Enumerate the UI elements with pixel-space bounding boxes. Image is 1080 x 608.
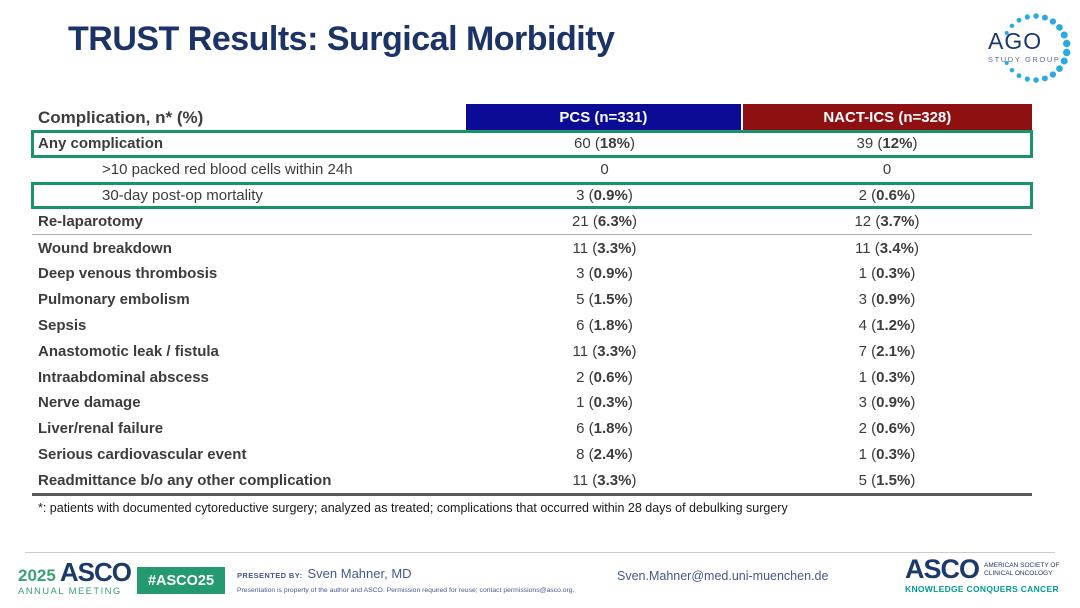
asco-2025-annual-meeting-logo: 2025 ASCO ANNUAL MEETING: [18, 557, 132, 597]
asco-logo-name: ASCO: [905, 554, 980, 584]
asco-society-text: AMERICAN SOCIETY OF CLINICAL ONCOLOGY: [984, 562, 1059, 578]
row-pcs-value: 1 (0.3%): [576, 394, 633, 412]
ago-logo-name: AGO: [988, 28, 1043, 54]
table-row: Serious cardiovascular event 8 (2.4%) 1 …: [32, 442, 1032, 468]
row-nact-value: 1 (0.3%): [858, 445, 916, 463]
asco-society-line1: AMERICAN SOCIETY OF: [984, 562, 1060, 569]
page-title: TRUST Results: Surgical Morbidity: [68, 20, 615, 58]
row-label: Any complication: [38, 135, 164, 153]
row-label: Pulmonary embolism: [38, 291, 190, 309]
row-nact-value: 1 (0.3%): [858, 265, 916, 283]
row-pcs-value: 3 (0.9%): [576, 265, 633, 283]
row-nact-value: 2 (0.6%): [858, 186, 916, 204]
row-label: Serious cardiovascular event: [38, 445, 247, 463]
row-label: Anastomotic leak / fistula: [38, 342, 219, 360]
row-nact-value: 5 (1.5%): [858, 471, 916, 489]
table-row: Sepsis 6 (1.8%) 4 (1.2%): [32, 313, 1032, 339]
permission-text: Presentation is property of the author a…: [237, 587, 575, 594]
ago-logo-subtitle: STUDY GROUP: [988, 55, 1061, 64]
asco-society-line2: CLINICAL ONCOLOGY: [984, 569, 1053, 577]
table-row: >10 packed red blood cells within 24h 0 …: [32, 157, 1032, 183]
ago-dot-ring-icon: [1004, 13, 1071, 83]
row-label: Readmittance b/o any other complication: [38, 471, 332, 489]
row-nact-value: 7 (2.1%): [858, 342, 916, 360]
ago-logo-text: AGO STUDY GROUP: [988, 30, 1060, 64]
footer-divider: [25, 552, 1055, 553]
row-pcs-value: 11 (3.3%): [572, 342, 637, 360]
table-row: Readmittance b/o any other complication …: [32, 467, 1032, 493]
hashtag-badge: #ASCO25: [137, 567, 225, 594]
table-row: Any complication 60 (18%) 39 (12%): [31, 130, 1033, 158]
row-nact-value: 0: [882, 161, 892, 179]
presented-by-block: PRESENTED BY: Sven Mahner, MD Presentati…: [237, 567, 574, 595]
table-row: 30-day post-op mortality 3 (0.9%) 2 (0.6…: [31, 181, 1033, 210]
row-pcs-value: 6 (1.8%): [576, 316, 633, 334]
row-pcs-value: 11 (3.3%): [572, 471, 637, 489]
row-nact-value: 12 (3.7%): [854, 212, 920, 230]
meeting-year: 2025: [18, 566, 56, 585]
table-row: Nerve damage 1 (0.3%) 3 (0.9%): [32, 390, 1032, 416]
row-label: Nerve damage: [38, 394, 141, 412]
row-pcs-value: 60 (18%): [574, 135, 635, 153]
row-label: Intraabdominal abscess: [38, 368, 209, 386]
header-complication-label: Complication, n* (%): [38, 107, 204, 127]
row-label: Liver/renal failure: [38, 420, 164, 438]
row-pcs-value: 0: [600, 161, 609, 179]
presenter-name: Sven Mahner, MD: [307, 566, 412, 581]
row-nact-value: 11 (3.4%): [855, 239, 919, 257]
row-label: Sepsis: [38, 316, 87, 334]
row-nact-value: 39 (12%): [856, 135, 918, 153]
row-label: >10 packed red blood cells within 24h: [102, 161, 353, 179]
header-col-pcs: PCS (n=331): [466, 104, 741, 131]
row-pcs-value: 5 (1.5%): [576, 291, 633, 309]
footnote: *: patients with documented cytoreductiv…: [38, 501, 788, 515]
table-row: Intraabdominal abscess 2 (0.6%) 1 (0.3%): [32, 364, 1032, 390]
ago-study-group-logo: AGO STUDY GROUP: [988, 6, 1074, 92]
row-nact-value: 1 (0.3%): [858, 368, 916, 386]
table-row: Pulmonary embolism 5 (1.5%) 3 (0.9%): [32, 287, 1032, 313]
row-pcs-value: 11 (3.3%): [572, 239, 637, 257]
table-row: Wound breakdown 11 (3.3%) 11 (3.4%): [32, 235, 1032, 261]
row-pcs-value: 6 (1.8%): [576, 420, 633, 438]
table-header-row: Complication, n* (%) PCS (n=331) NACT-IC…: [32, 104, 1033, 131]
row-label: Wound breakdown: [38, 239, 172, 257]
row-pcs-value: 21 (6.3%): [571, 212, 638, 230]
row-label: 30-day post-op mortality: [102, 186, 263, 204]
row-nact-value: 3 (0.9%): [858, 291, 916, 309]
row-pcs-value: 8 (2.4%): [576, 445, 633, 463]
row-label: Re-laparotomy: [38, 212, 144, 230]
row-nact-value: 3 (0.9%): [858, 394, 916, 412]
presenter-email: Sven.Mahner@med.uni-muenchen.de: [617, 569, 829, 583]
meeting-name: ANNUAL MEETING: [18, 586, 122, 597]
row-nact-value: 2 (0.6%): [858, 420, 916, 438]
table-row: Deep venous thrombosis 3 (0.9%) 1 (0.3%): [32, 261, 1032, 287]
meeting-org: ASCO: [59, 557, 132, 587]
asco-tagline: KNOWLEDGE CONQUERS CANCER: [905, 584, 1059, 594]
row-pcs-value: 2 (0.6%): [576, 368, 633, 386]
row-nact-value: 4 (1.2%): [858, 316, 916, 334]
complication-table: Complication, n* (%) PCS (n=331) NACT-IC…: [31, 104, 1033, 497]
table-row: Re-laparotomy 21 (6.3%) 12 (3.7%): [32, 208, 1032, 236]
presented-by-label: PRESENTED BY:: [237, 571, 303, 580]
asco-society-logo: ASCO AMERICAN SOCIETY OF CLINICAL ONCOLO…: [905, 556, 1059, 594]
header-col-nact: NACT-ICS (n=328): [742, 104, 1033, 131]
table-body: Any complication 60 (18%) 39 (12%) >10 p…: [31, 130, 1033, 497]
table-row: Liver/renal failure 6 (1.8%) 2 (0.6%): [32, 416, 1032, 442]
row-pcs-value: 3 (0.9%): [576, 186, 633, 204]
table-row: Anastomotic leak / fistula 11 (3.3%) 7 (…: [32, 338, 1032, 364]
row-label: Deep venous thrombosis: [38, 265, 218, 283]
